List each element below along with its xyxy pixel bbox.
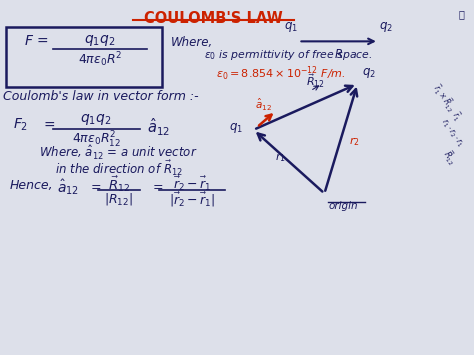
Text: $4\pi\varepsilon_0 R^2$: $4\pi\varepsilon_0 R^2$ <box>78 50 122 69</box>
Text: ⓘ: ⓘ <box>458 10 465 20</box>
Text: $\varepsilon_0 = 8.854 \times 10^{-12}$ F/m.: $\varepsilon_0 = 8.854 \times 10^{-12}$ … <box>216 64 346 83</box>
Text: $=$: $=$ <box>150 179 163 192</box>
Text: $\vec{R}_{12}$: $\vec{R}_{12}$ <box>439 148 460 169</box>
Text: origin: origin <box>328 201 358 211</box>
Text: $\hat{a}_{12}$: $\hat{a}_{12}$ <box>147 117 170 138</box>
Text: $\varepsilon_0$ is permittivity of free space.: $\varepsilon_0$ is permittivity of free … <box>204 48 373 62</box>
Text: $q_1$: $q_1$ <box>284 20 298 34</box>
Text: $q_1 q_2$: $q_1 q_2$ <box>80 112 111 127</box>
Text: $F$ =: $F$ = <box>24 34 49 48</box>
Text: $q_2$: $q_2$ <box>379 20 393 34</box>
Text: Where,: Where, <box>171 36 213 49</box>
Text: $=$: $=$ <box>88 179 102 192</box>
Text: $=$: $=$ <box>41 117 55 131</box>
Text: $F_2$: $F_2$ <box>12 117 27 133</box>
Text: $\vec{R}_{12}$: $\vec{R}_{12}$ <box>306 72 324 90</box>
Text: $\hat{a}_{12}$: $\hat{a}_{12}$ <box>255 97 272 113</box>
Text: $\hat{a}_{12}$: $\hat{a}_{12}$ <box>57 178 80 197</box>
Bar <box>6 27 162 87</box>
Text: in the direction of $\vec{R}_{12}$: in the direction of $\vec{R}_{12}$ <box>55 159 183 178</box>
Text: Hence,: Hence, <box>10 179 54 192</box>
Text: $r_2$: $r_2$ <box>349 135 360 148</box>
Text: $|\vec{r}_2 - \vec{r}_1|$: $|\vec{r}_2 - \vec{r}_1|$ <box>169 191 215 209</box>
Text: $\vec{r}_1 \times \vec{R}_{12}$  $\vec{r}_1$: $\vec{r}_1 \times \vec{R}_{12}$ $\vec{r}… <box>429 82 465 125</box>
Text: Coulomb's law in vector form :-: Coulomb's law in vector form :- <box>3 90 199 103</box>
Text: Where, $\hat{a}_{12}$ = a unit vector: Where, $\hat{a}_{12}$ = a unit vector <box>38 144 197 162</box>
Text: $q_2$: $q_2$ <box>362 66 376 80</box>
Text: $\vec{r}_2 - \vec{r}_1$: $\vec{r}_2 - \vec{r}_1$ <box>173 175 211 193</box>
Text: $r_1$: $r_1$ <box>275 151 286 164</box>
Text: $|R_{12}|$: $|R_{12}|$ <box>104 191 133 207</box>
Text: $q_1$: $q_1$ <box>229 121 243 135</box>
Text: $4\pi\varepsilon_0 R_{12}^2$: $4\pi\varepsilon_0 R_{12}^2$ <box>72 130 121 150</box>
Text: $r_1 \cdot r_2 \cdot r_1$: $r_1 \cdot r_2 \cdot r_1$ <box>438 117 466 150</box>
Text: $\vec{R}_{12}$: $\vec{R}_{12}$ <box>108 175 130 194</box>
Text: COULOMB'S LAW: COULOMB'S LAW <box>144 11 283 26</box>
Text: $R$: $R$ <box>334 48 343 61</box>
Text: $q_1 q_2$: $q_1 q_2$ <box>84 33 116 48</box>
